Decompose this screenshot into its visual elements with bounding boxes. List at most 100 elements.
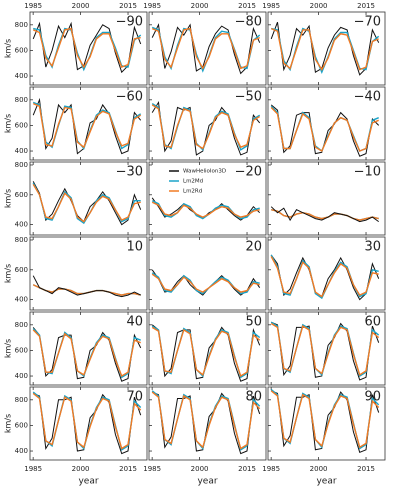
y-tick-label: 600 [15,421,28,429]
series-line [151,27,260,70]
y-tick-label: 400 [15,221,28,229]
series-line [32,275,141,298]
panel-title: 30 [364,240,381,255]
panel-frame [148,86,267,161]
panel: 400 600 800 km/s −60 [4,86,148,161]
series-line [33,392,142,455]
panel-title: 10 [126,240,143,255]
y-tick-label: 400 [15,72,28,80]
series-line [151,324,261,382]
series-line [271,390,380,453]
series-line [151,326,261,378]
series-line [270,107,379,153]
x-tick-label: 1985 [262,2,280,10]
series-line [270,254,380,301]
series-line [270,22,380,76]
series-line [151,273,260,293]
y-axis-label: km/s [4,264,13,283]
panel-title: −10 [354,165,381,180]
legend-label: WawHelioIon3D [183,169,226,175]
x-tick-label: 2000 [310,2,328,10]
series-line [151,100,261,156]
x-tick-label: 2015 [119,2,137,10]
y-tick-label: 800 [15,236,28,244]
y-tick-label: 600 [15,46,28,54]
series-line [151,391,261,450]
panel-title: 20 [245,240,262,255]
panel: 400 600 800 1985 2000 2015 km/s −90 [4,2,148,86]
panel-title: −60 [116,90,143,105]
y-tick-label: 800 [15,161,28,169]
x-axis-label: year [197,477,217,487]
legend-label: Lm2Md [183,179,203,185]
x-tick-label: 2000 [191,2,209,10]
panel: 1985 2000 2015 −80 [143,2,267,86]
y-tick-label: 800 [15,96,28,104]
panel-frame [148,236,267,311]
panel-title: 40 [126,315,143,330]
series-line [270,322,380,376]
x-tick-label: 2000 [72,2,90,10]
legend-label: Lm2Rd [183,189,202,195]
y-tick-label: 400 [15,372,28,380]
panel: 1985 2000 2015 −70 [262,2,386,86]
panel: −10 [267,161,386,236]
panel-frame [29,11,148,86]
series-line [152,391,261,455]
x-tick-label: 2015 [119,465,137,473]
y-axis-label: km/s [4,189,13,208]
panel-title: 60 [364,315,381,330]
series-line [32,183,141,223]
y-tick-label: 600 [15,191,28,199]
series-line [32,329,141,378]
panel-title: 50 [245,315,262,330]
panel-frame [148,161,267,236]
x-tick-label: 1985 [24,465,42,473]
panel: 400 600 800 1985 2000 2015 km/s year 70 [4,386,148,487]
series-line [270,206,379,223]
panel-title: −40 [354,90,381,105]
panel-title: −20 [235,165,262,180]
y-tick-label: 400 [15,147,28,155]
panel: 30 [267,236,386,311]
panel: −40 [267,86,386,161]
y-axis-label: km/s [4,114,13,133]
y-tick-label: 600 [15,346,28,354]
series-line [270,390,380,449]
panel-title: 70 [126,390,143,405]
panel-title: 80 [245,390,262,405]
panel-frame [267,11,386,86]
series-line [270,256,379,298]
x-tick-label: 2015 [238,2,256,10]
series-line [32,392,142,450]
y-tick-label: 600 [15,121,28,129]
x-tick-label: 2015 [357,2,375,10]
panel-frame [267,236,386,311]
y-tick-label: 400 [15,296,28,304]
x-tick-label: 2000 [310,465,328,473]
panel: 50 [148,311,267,386]
panel-title: −90 [116,15,143,30]
x-tick-label: 1985 [262,465,280,473]
y-tick-label: 600 [15,266,28,274]
x-tick-label: 2015 [357,465,375,473]
x-axis-label: year [78,477,98,487]
x-tick-label: 1985 [24,2,42,10]
y-tick-label: 800 [15,396,28,404]
panel-frame [148,11,267,86]
panel-title: 90 [364,390,381,405]
series-line [271,209,379,221]
panel-frame [29,161,148,236]
series-line [270,27,379,71]
y-axis-label: km/s [4,414,13,433]
y-tick-label: 400 [15,447,28,455]
panel-title: −70 [354,15,381,30]
y-tick-label: 800 [15,321,28,329]
series-line [151,23,261,75]
x-axis-label: year [316,477,336,487]
series-line [32,181,142,226]
x-tick-label: 1985 [143,2,161,10]
series-line [270,104,380,157]
panel: −20 WawHelioIon3D Lm2Md Lm2Rd [148,161,267,236]
panel: 1985 2000 2015 year 90 [262,386,386,487]
